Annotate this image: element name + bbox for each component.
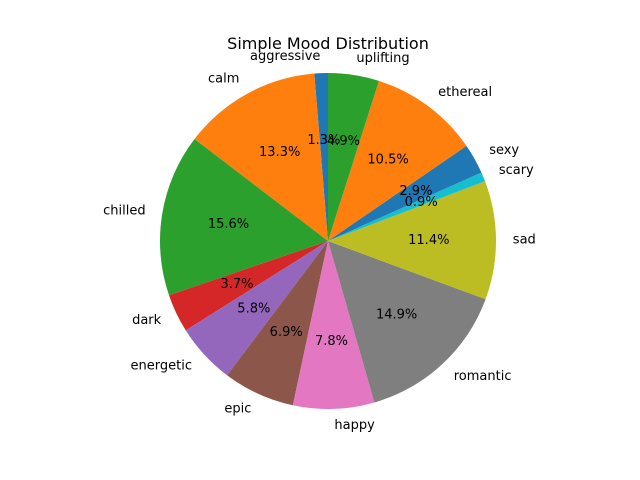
slice-label-epic: epic xyxy=(224,402,251,417)
slice-label-sexy: sexy xyxy=(489,143,519,158)
slice-label-ethereal: ethereal xyxy=(438,85,492,100)
pie-slice-chilled xyxy=(159,138,328,296)
slice-label-aggressive: aggressive xyxy=(250,49,320,64)
slice-label-energetic: energetic xyxy=(131,359,192,374)
slice-percent-energetic: 5.8% xyxy=(237,302,270,317)
slice-label-chilled: chilled xyxy=(103,204,145,219)
pie-slice-happy xyxy=(292,241,375,409)
pie-slice-aggressive xyxy=(314,73,328,241)
slice-label-romantic: romantic xyxy=(454,369,512,384)
slice-percent-aggressive: 1.3% xyxy=(307,133,340,148)
slice-percent-calm: 13.3% xyxy=(259,145,300,160)
slice-percent-uplifting: 4.9% xyxy=(327,134,360,149)
pie-slices xyxy=(159,73,497,409)
pie-slice-epic xyxy=(227,241,328,406)
slice-percent-sad: 11.4% xyxy=(408,233,449,248)
slice-percent-epic: 6.9% xyxy=(270,325,303,340)
pie-slice-dark xyxy=(168,241,328,331)
pie-slice-scary xyxy=(328,172,486,241)
slice-label-calm: calm xyxy=(208,71,239,86)
chart-title: Simple Mood Distribution xyxy=(227,34,429,53)
pie-slice-sexy xyxy=(328,145,482,241)
slice-percent-happy: 7.8% xyxy=(315,334,348,349)
pie-labels: aggressive 1.3% calm 13.3% chilled 15.6% dark 3… xyxy=(103,49,536,433)
slice-percent-scary: 0.9% xyxy=(405,195,438,210)
slice-percent-ethereal: 10.5% xyxy=(367,153,408,168)
slice-percent-sexy: 2.9% xyxy=(399,184,432,199)
slice-percent-chilled: 15.6% xyxy=(208,217,249,232)
slice-percent-dark: 3.7% xyxy=(221,277,254,292)
slice-label-happy: happy xyxy=(334,418,375,433)
pie-slice-calm xyxy=(194,73,328,241)
pie-slice-uplifting xyxy=(328,73,379,241)
slice-label-uplifting: uplifting xyxy=(356,51,409,66)
slice-label-dark: dark xyxy=(132,313,162,328)
pie-slice-energetic xyxy=(185,241,328,376)
slice-percent-romantic: 14.9% xyxy=(376,307,417,322)
pie-slice-sad xyxy=(328,181,497,300)
pie-slice-ethereal xyxy=(328,80,467,242)
slice-label-scary: scary xyxy=(499,163,534,178)
pie-slice-romantic xyxy=(328,241,486,403)
slice-label-sad: sad xyxy=(513,233,536,248)
